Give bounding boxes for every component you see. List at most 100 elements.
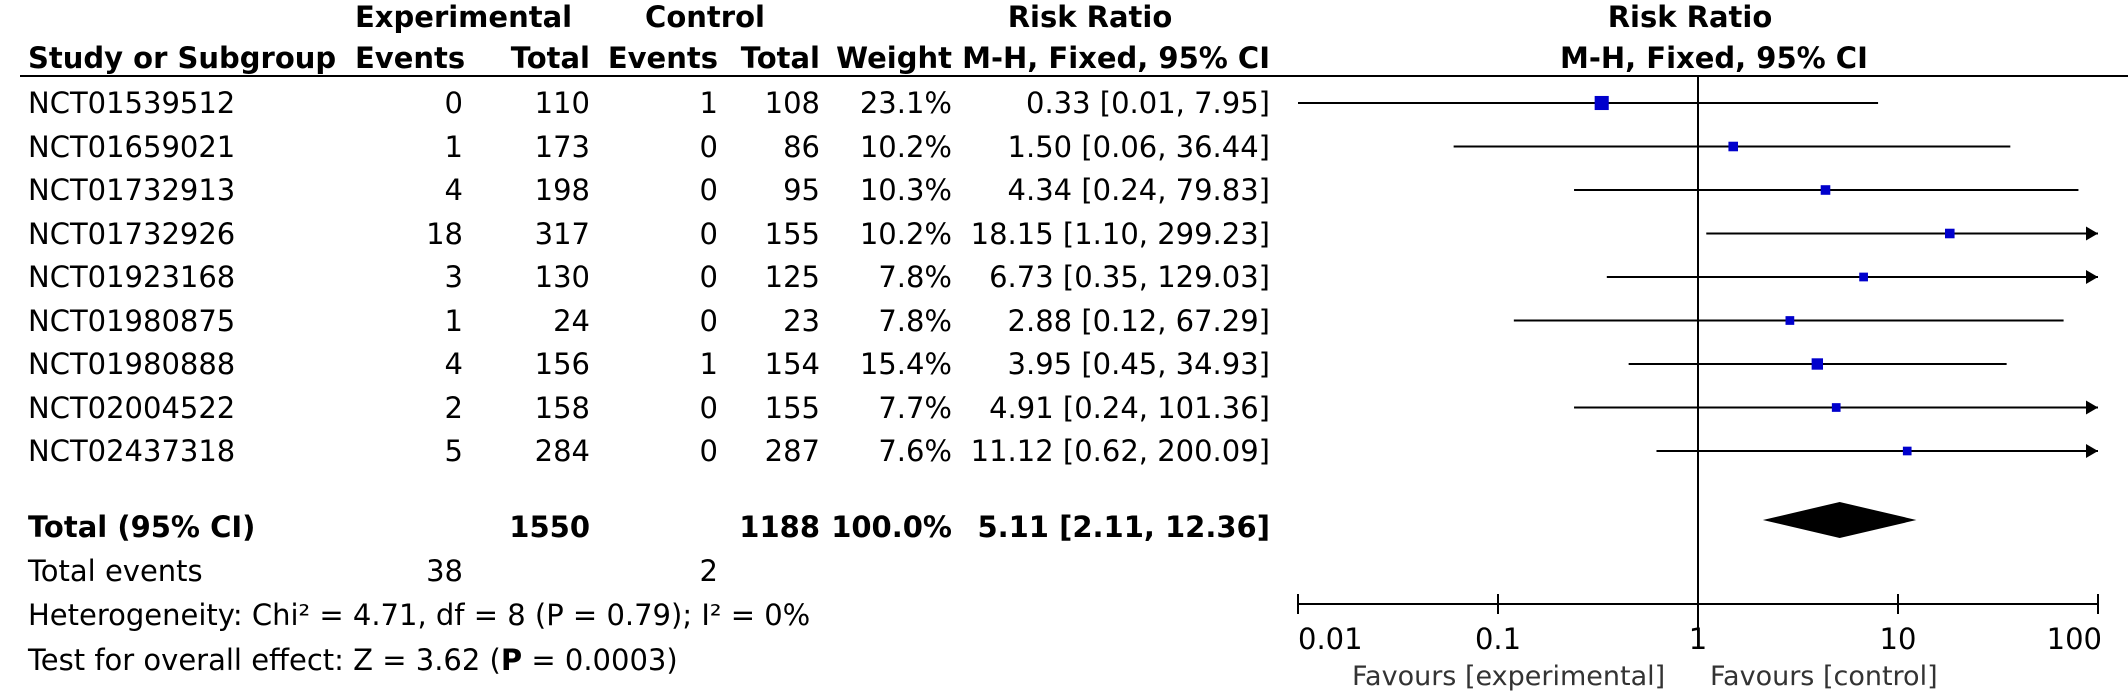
study-name: NCT01659021 [28,129,236,164]
header-risk-ratio: Risk Ratio [1007,0,1173,34]
rr-text: 0.33 [0.01, 7.95] [1026,86,1270,120]
total-exp-total: 1550 [509,510,590,544]
overall-effect-text: Test for overall effect: Z = 3.62 (P = 0… [28,643,678,677]
ci-arrow [2086,270,2098,284]
x-tick-label: 10 [1880,622,1917,656]
exp-total: 198 [534,173,590,207]
exp-events: 4 [444,173,463,207]
header-ctl-events: Events [607,41,718,75]
heterogeneity-text: Heterogeneity: Chi² = 4.71, df = 8 (P = … [28,598,811,632]
exp-total: 317 [534,216,590,251]
header-risk-ratio-plot: Risk Ratio [1607,0,1773,34]
header-experimental: Experimental [355,0,573,34]
exp-events: 5 [444,434,463,468]
point-estimate [1820,185,1831,195]
exp-total: 173 [534,129,590,164]
exp-events: 1 [444,129,463,164]
ctl-total: 155 [764,216,820,251]
header-exp-total: Total [510,41,590,75]
rr-text: 11.12 [0.62, 200.09] [970,434,1270,468]
header-study: Study or Subgroup [28,41,337,75]
weight: 7.6% [878,434,952,468]
exp-total: 130 [534,260,590,294]
rr-text: 18.15 [1.10, 299.23] [970,216,1270,251]
x-tick-label: 100 [2047,622,2102,656]
exp-events: 3 [444,260,463,294]
ctl-events: 0 [699,434,718,468]
exp-total: 24 [553,303,590,338]
overall-effect-p: P [500,643,523,677]
ctl-total: 86 [783,129,820,164]
total-events-ctl: 2 [699,554,718,588]
point-estimate [1859,272,1868,282]
ctl-events: 0 [699,390,718,425]
ctl-events: 0 [699,129,718,164]
study-name: NCT01923168 [28,260,236,294]
exp-events: 18 [426,216,463,251]
study-name: NCT01732926 [28,216,236,251]
ci-arrow [2086,400,2098,415]
ctl-total: 154 [764,347,820,381]
header-control: Control [645,0,765,34]
weight: 10.3% [859,173,952,207]
header-method: M-H, Fixed, 95% CI [962,41,1270,75]
x-tick-label: 0.1 [1475,622,1521,656]
study-name: NCT01980888 [28,347,236,381]
favours-control-label: Favours [control] [1710,661,1938,692]
point-estimate [1594,95,1609,111]
exp-events: 1 [444,303,463,338]
point-estimate [1902,446,1912,456]
exp-events: 4 [444,347,463,381]
ctl-total: 287 [764,434,820,468]
point-estimate [1831,403,1841,412]
header-method-plot: M-H, Fixed, 95% CI [1560,41,1868,75]
study-name: NCT02437318 [28,434,236,468]
exp-events: 2 [444,390,463,425]
ci-arrow [2086,444,2098,458]
rr-text: 1.50 [0.06, 36.44] [1007,129,1270,164]
header-ctl-total: Total [740,41,820,75]
total-ctl-total: 1188 [739,510,820,544]
rr-text: 4.34 [0.24, 79.83] [1007,173,1270,207]
total-rr-text: 5.11 [2.11, 12.36] [977,510,1270,544]
overall-effect-prefix: Test for overall effect: Z = 3.62 ( [28,643,501,677]
favours-experimental-label: Favours [experimental] [1352,661,1666,692]
ctl-events: 1 [699,347,718,381]
header-exp-events: Events [355,41,466,75]
rr-text: 4.91 [0.24, 101.36] [989,390,1270,425]
study-name: NCT01732913 [28,173,236,207]
study-name: NCT01980875 [28,303,236,338]
study-name: NCT02004522 [28,390,236,425]
ctl-events: 0 [699,173,718,207]
weight: 10.2% [859,216,952,251]
exp-total: 156 [534,347,590,381]
point-estimate [1728,141,1739,152]
header-weight: Weight [836,41,952,75]
ctl-total: 125 [764,260,820,294]
point-estimate [1944,228,1955,239]
total-events-label: Total events [28,554,203,588]
rr-text: 2.88 [0.12, 67.29] [1007,303,1270,338]
total-events-exp: 38 [426,554,463,588]
rr-text: 6.73 [0.35, 129.03] [989,260,1270,294]
weight: 10.2% [859,129,952,164]
weight: 7.8% [878,260,952,294]
point-estimate [1811,358,1824,370]
x-tick-label: 0.01 [1298,622,1363,656]
ctl-total: 155 [764,390,820,425]
ctl-events: 0 [699,260,718,294]
overall-effect-suffix: = 0.0003) [522,643,678,677]
pooled-diamond [1762,502,1917,538]
ci-arrow [2086,226,2098,241]
weight: 7.8% [878,303,952,338]
total-weight: 100.0% [831,510,952,544]
point-estimate [1785,316,1795,325]
ctl-total: 23 [783,303,820,338]
ctl-total: 95 [783,173,820,207]
exp-total: 284 [534,434,590,468]
total-label: Total (95% CI) [28,510,256,544]
ctl-events: 0 [699,216,718,251]
ctl-events: 0 [699,303,718,338]
study-name: NCT01539512 [28,86,236,120]
